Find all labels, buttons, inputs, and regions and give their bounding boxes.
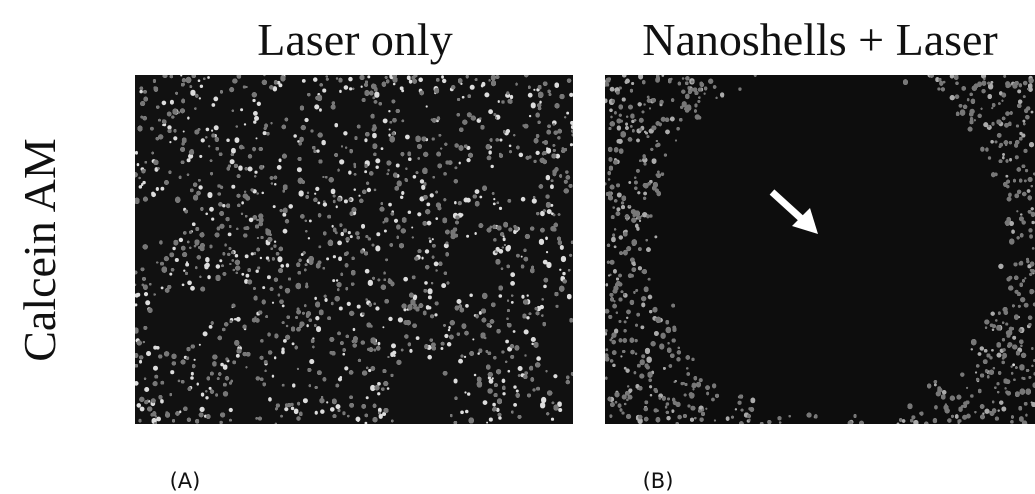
column-title: Laser only	[257, 14, 452, 65]
panel-label: (A)	[170, 469, 201, 493]
row-label: Calcein AM	[14, 138, 65, 362]
panel-label: (B)	[643, 469, 674, 493]
figure: Laser only Nanoshells + Laser Calcein AM…	[0, 0, 1035, 494]
column-title: Nanoshells + Laser	[642, 14, 998, 65]
